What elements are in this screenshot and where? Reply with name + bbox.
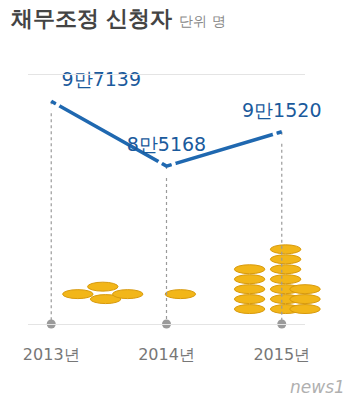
svg-text:news1: news1 [290, 377, 345, 397]
svg-text:2014년: 2014년 [138, 345, 195, 364]
svg-text:9만1520: 9만1520 [242, 99, 321, 121]
svg-text:2013년: 2013년 [23, 345, 80, 364]
svg-text:8만5168: 8만5168 [127, 133, 206, 155]
svg-text:9만7139: 9만7139 [62, 68, 141, 90]
svg-text:2015년: 2015년 [253, 345, 310, 364]
svg-text:채무조정 신청자 단위 명: 채무조정 신청자 단위 명 [11, 6, 226, 31]
